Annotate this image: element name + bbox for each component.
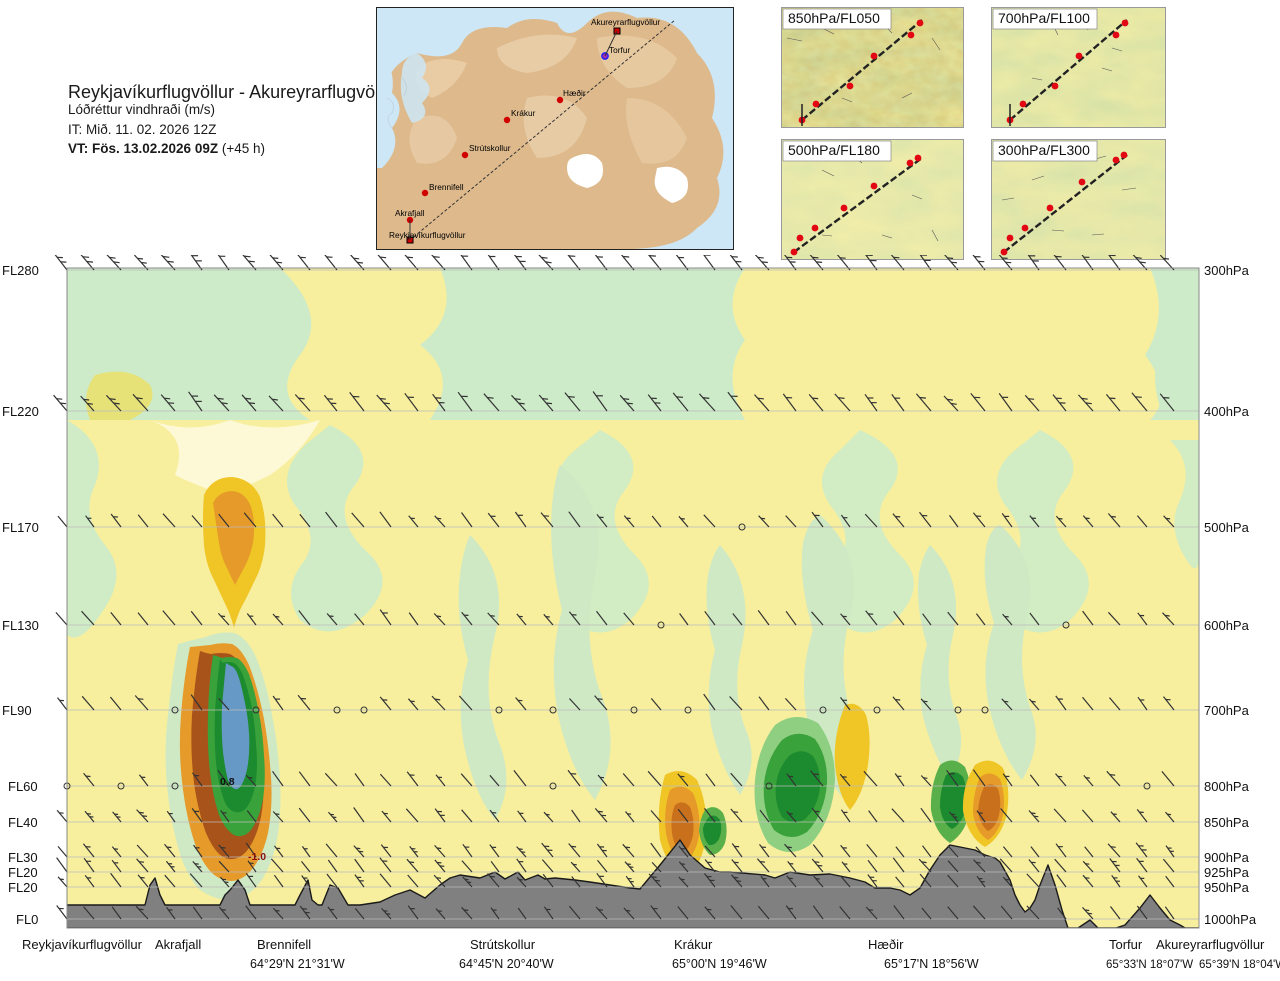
- svg-text:Brennifell: Brennifell: [429, 182, 464, 192]
- svg-text:FL0: FL0: [16, 912, 38, 927]
- svg-text:300hPa/FL300: 300hPa/FL300: [998, 142, 1090, 158]
- svg-text:65°17'N 18°56'W: 65°17'N 18°56'W: [884, 957, 979, 971]
- svg-text:500hPa/FL180: 500hPa/FL180: [788, 142, 880, 158]
- svg-text:FL90: FL90: [2, 703, 32, 718]
- svg-text:900hPa: 900hPa: [1204, 850, 1250, 865]
- svg-text:FL130: FL130: [2, 618, 39, 633]
- svg-text:850hPa: 850hPa: [1204, 815, 1250, 830]
- svg-text:FL20: FL20: [8, 880, 38, 895]
- svg-text:Hæðir: Hæðir: [563, 88, 586, 98]
- svg-text:300hPa: 300hPa: [1204, 263, 1250, 278]
- svg-text:Krákur: Krákur: [674, 937, 713, 952]
- svg-text:Reykjavíkurflugvöllur: Reykjavíkurflugvöllur: [22, 937, 143, 952]
- svg-text:Akrafjall: Akrafjall: [155, 937, 201, 952]
- svg-text:FL220: FL220: [2, 404, 39, 419]
- svg-text:400hPa: 400hPa: [1204, 404, 1250, 419]
- svg-text:65°33'N 18°07'W: 65°33'N 18°07'W: [1106, 959, 1193, 971]
- svg-text:600hPa: 600hPa: [1204, 618, 1250, 633]
- svg-text:1000hPa: 1000hPa: [1204, 912, 1257, 927]
- svg-text:65°00'N 19°46'W: 65°00'N 19°46'W: [672, 957, 767, 971]
- svg-text:FL60: FL60: [8, 779, 38, 794]
- svg-text:Krákur: Krákur: [511, 108, 536, 118]
- svg-text:64°29'N 21°31'W: 64°29'N 21°31'W: [250, 957, 345, 971]
- svg-text:65°39'N 18°04'W: 65°39'N 18°04'W: [1199, 959, 1280, 971]
- svg-text:500hPa: 500hPa: [1204, 520, 1250, 535]
- svg-text:925hPa: 925hPa: [1204, 865, 1250, 880]
- svg-text:800hPa: 800hPa: [1204, 779, 1250, 794]
- svg-text:FL30: FL30: [8, 850, 38, 865]
- svg-text:Reykjavíkurflugvöllur: Reykjavíkurflugvöllur: [389, 230, 466, 240]
- svg-text:Akureyrarflugvöllur: Akureyrarflugvöllur: [1156, 937, 1265, 952]
- svg-text:Torfur: Torfur: [609, 45, 630, 55]
- svg-text:Strútskollur: Strútskollur: [470, 937, 536, 952]
- svg-text:-1.0: -1.0: [248, 851, 266, 863]
- svg-text:Brennifell: Brennifell: [257, 937, 311, 952]
- svg-text:FL20: FL20: [8, 865, 38, 880]
- svg-text:Hæðir: Hæðir: [868, 937, 904, 952]
- svg-text:Strútskollur: Strútskollur: [469, 143, 511, 153]
- svg-text:700hPa: 700hPa: [1204, 703, 1250, 718]
- svg-text:0.8: 0.8: [220, 776, 235, 788]
- svg-text:64°45'N 20°40'W: 64°45'N 20°40'W: [459, 957, 554, 971]
- svg-text:FL170: FL170: [2, 520, 39, 535]
- svg-text:700hPa/FL100: 700hPa/FL100: [998, 10, 1090, 26]
- svg-text:FL280: FL280: [2, 263, 39, 278]
- svg-text:Akureyrarflugvöllur: Akureyrarflugvöllur: [591, 17, 660, 27]
- svg-text:Torfur: Torfur: [1109, 937, 1143, 952]
- svg-text:FL40: FL40: [8, 815, 38, 830]
- svg-text:950hPa: 950hPa: [1204, 880, 1250, 895]
- svg-text:850hPa/FL050: 850hPa/FL050: [788, 10, 880, 26]
- svg-text:Akrafjall: Akrafjall: [395, 208, 425, 218]
